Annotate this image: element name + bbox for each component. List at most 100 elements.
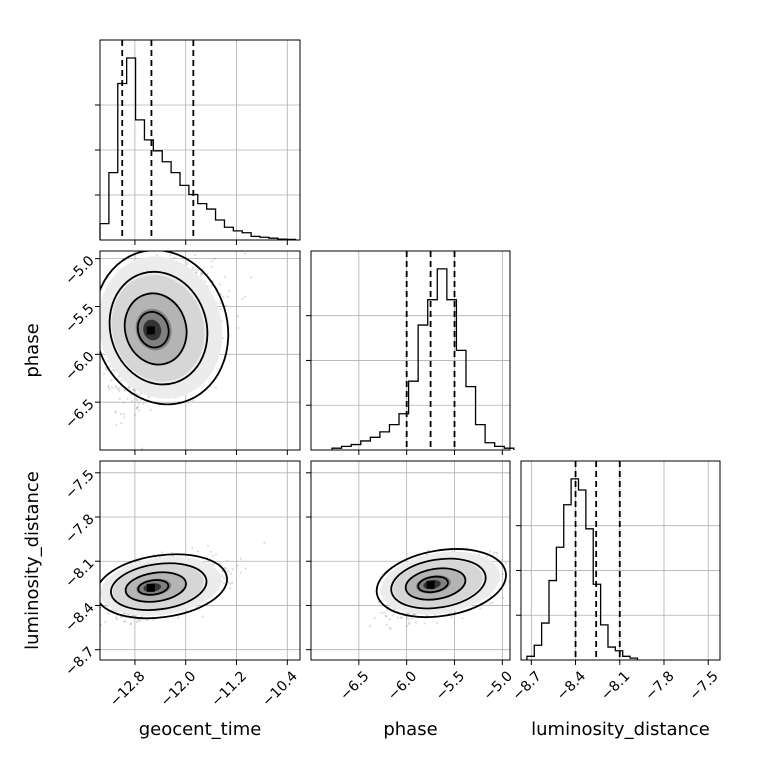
- sample-point: [223, 566, 226, 570]
- sample-point: [226, 560, 229, 563]
- sample-point: [388, 626, 391, 629]
- sample-point: [130, 562, 133, 565]
- sample-point: [194, 268, 197, 272]
- sample-point: [124, 620, 127, 623]
- sample-point: [423, 622, 426, 625]
- sample-point: [168, 254, 172, 257]
- sample-point: [241, 298, 244, 301]
- sample-point: [127, 386, 130, 389]
- sample-point: [138, 620, 141, 623]
- sample-point: [236, 564, 239, 567]
- sample-point: [493, 551, 496, 554]
- contour-line: [375, 548, 507, 618]
- contour-line: [390, 557, 487, 610]
- sample-point: [133, 389, 136, 392]
- sample-point: [120, 615, 123, 618]
- sample-point: [408, 622, 411, 626]
- sample-point: [122, 620, 125, 623]
- sample-point: [108, 388, 111, 391]
- sample-point: [243, 295, 246, 298]
- sample-point: [116, 387, 119, 391]
- contour-line: [123, 292, 188, 366]
- density-peak: [426, 580, 435, 589]
- sample-point: [141, 447, 144, 450]
- sample-point: [223, 577, 226, 580]
- sample-point: [136, 399, 139, 402]
- sample-point: [107, 386, 110, 389]
- sample-point: [504, 562, 507, 565]
- sample-point: [219, 292, 222, 296]
- sample-point: [171, 551, 174, 554]
- panel-hist-phase: [310, 250, 511, 451]
- sample-point: [138, 393, 141, 396]
- sample-point: [231, 581, 234, 584]
- sample-point: [369, 624, 372, 627]
- sample-point: [129, 622, 132, 625]
- sample-point: [114, 384, 117, 388]
- sample-point: [123, 416, 126, 419]
- sample-point: [133, 413, 137, 417]
- contour-line: [417, 575, 449, 594]
- sample-point: [399, 616, 402, 619]
- x-axis-label-phase: phase: [383, 719, 437, 740]
- sample-point: [194, 253, 197, 257]
- sample-point: [192, 399, 195, 402]
- sample-point: [221, 569, 224, 572]
- sample-point: [135, 397, 138, 400]
- sample-point: [172, 555, 175, 558]
- sample-point: [224, 567, 228, 570]
- sample-point: [152, 618, 155, 621]
- contour-line: [124, 571, 187, 603]
- sample-point: [244, 567, 247, 570]
- sample-point: [118, 397, 121, 400]
- sample-point: [406, 612, 409, 615]
- sample-point: [139, 618, 142, 621]
- sample-point: [219, 283, 222, 286]
- sample-point: [405, 624, 408, 628]
- sample-point: [385, 615, 388, 618]
- sample-point: [479, 607, 482, 610]
- sample-point: [103, 372, 106, 375]
- sample-point: [502, 596, 505, 600]
- sample-point: [415, 621, 418, 624]
- contour-line: [137, 579, 170, 596]
- sample-point: [200, 272, 203, 275]
- x-axis-label-luminosity_distance: luminosity_distance: [531, 719, 710, 740]
- sample-point: [388, 618, 391, 621]
- sample-point: [135, 407, 138, 410]
- sample-point: [389, 627, 392, 631]
- sample-point: [427, 549, 430, 552]
- sample-point: [132, 388, 135, 392]
- sample-point: [213, 257, 216, 260]
- sample-point: [435, 621, 439, 625]
- sample-point: [120, 422, 123, 425]
- sample-point: [104, 367, 107, 370]
- sample-point: [221, 575, 224, 578]
- histogram-luminosity_distance: [526, 478, 639, 660]
- sample-point: [488, 550, 491, 553]
- sample-point: [107, 612, 110, 615]
- sample-point: [227, 569, 230, 572]
- sample-point: [210, 284, 213, 287]
- sample-point: [136, 406, 139, 409]
- contour-line: [100, 251, 230, 406]
- sample-point: [130, 622, 133, 626]
- sample-point: [135, 393, 138, 396]
- sample-point: [107, 384, 110, 387]
- sample-point: [115, 423, 118, 427]
- sample-point: [128, 386, 131, 389]
- sample-point: [491, 601, 494, 604]
- sample-point: [114, 410, 117, 413]
- sample-point: [383, 611, 386, 614]
- sample-point: [393, 608, 396, 611]
- panel-hist-geocent_time: [99, 39, 301, 241]
- sample-point: [199, 274, 203, 277]
- panel-content: [100, 541, 266, 627]
- panel-content: [100, 251, 253, 450]
- sample-point: [407, 618, 410, 621]
- panel-2d-geocent_time-phase: [100, 251, 253, 450]
- sample-point: [104, 621, 107, 624]
- sample-point: [231, 568, 234, 571]
- sample-point: [211, 260, 214, 263]
- sample-point: [380, 599, 383, 602]
